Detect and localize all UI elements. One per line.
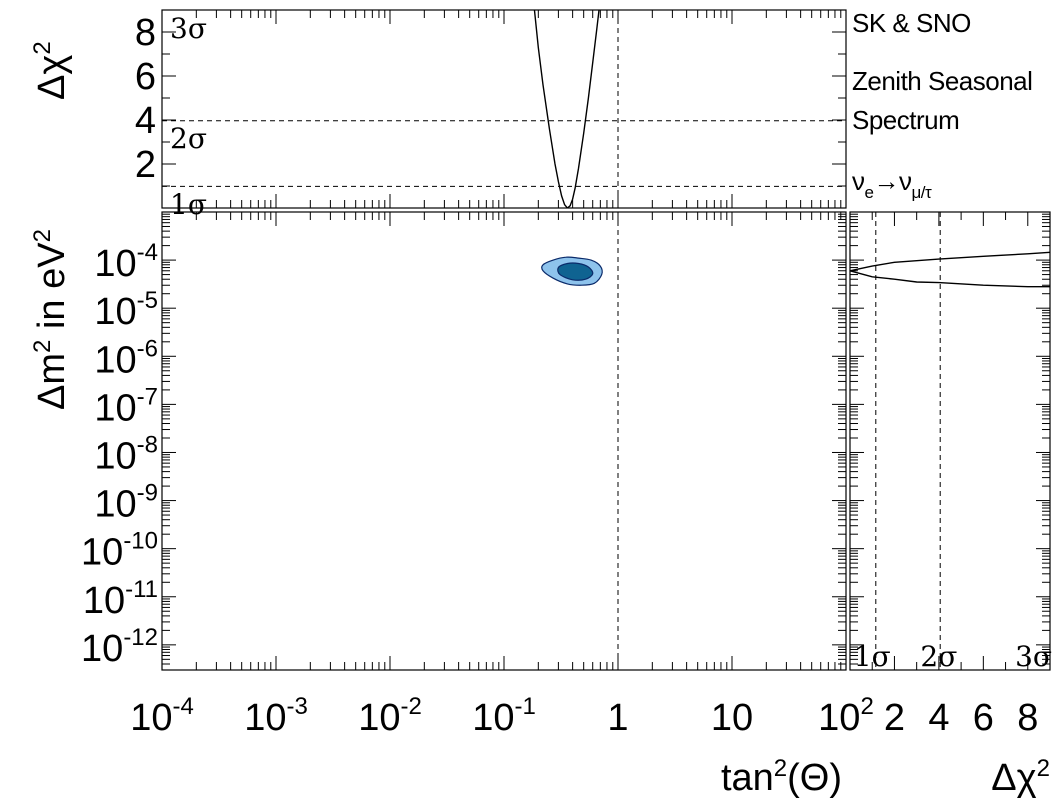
main-x-tick-label: 10-2 <box>358 693 422 739</box>
main-y-tick-label: 10-5 <box>94 287 158 333</box>
top-panel-frame <box>161 9 847 209</box>
top-sigma-label: 3σ <box>170 12 207 45</box>
main-x-tick-label: 10-1 <box>472 693 536 739</box>
main-x-axis-title: tan2(Θ) <box>721 755 842 799</box>
top-y-axis-title: Δχ2 <box>29 41 73 100</box>
main-panel: 10-410-510-610-710-810-910-1010-1110-12 … <box>29 211 874 799</box>
legend-line-1: SK & SNO <box>852 8 971 38</box>
right-sigma-label: 1σ <box>854 640 891 673</box>
top-y-tick-label: 4 <box>135 100 156 142</box>
right-x-tick-label: 6 <box>973 697 994 739</box>
right-dchi2-curve <box>849 270 1050 288</box>
top-sigma-label: 2σ <box>170 122 207 155</box>
top-dchi2-curve <box>533 10 600 208</box>
main-y-axis-title: Δm2 in eV2 <box>29 229 73 410</box>
right-panel-frame <box>849 211 1051 671</box>
main-y-tick-label: 10-10 <box>81 528 158 574</box>
top-sigma-label: 1σ <box>170 188 207 221</box>
legend: SK & SNO Zenith Seasonal Spectrum νe→νμ/… <box>852 8 1033 202</box>
right-x-tick-label: 8 <box>1017 697 1038 739</box>
main-x-tick-label: 10-4 <box>130 693 194 739</box>
main-x-tick-label: 10-3 <box>244 693 308 739</box>
main-y-tick-label: 10-8 <box>94 431 158 477</box>
main-y-tick-label: 10-4 <box>94 239 158 285</box>
right-x-tick-label: 4 <box>928 697 949 739</box>
legend-line-2: Zenith Seasonal <box>852 66 1032 96</box>
main-y-tick-label: 10-6 <box>94 335 158 381</box>
right-sigma-label: 2σ <box>920 640 957 673</box>
top-y-tick-label: 2 <box>135 144 156 186</box>
main-y-tick-label: 10-11 <box>83 576 158 622</box>
main-x-tick-label: 10 <box>711 697 753 739</box>
contour-inner <box>557 262 594 281</box>
legend-oscillation-channel: νe→νμ/τ <box>852 166 932 202</box>
legend-line-3: Spectrum <box>852 105 959 135</box>
main-y-tick-label: 10-7 <box>94 383 158 429</box>
main-panel-frame <box>161 211 847 671</box>
right-dchi2-curve <box>849 251 1051 272</box>
main-y-tick-label: 10-9 <box>94 480 158 526</box>
right-sigma-label: 3σ <box>1015 640 1052 673</box>
main-y-tick-label: 10-12 <box>81 624 158 670</box>
main-x-tick-label: 102 <box>818 693 874 739</box>
top-y-tick-label: 6 <box>135 56 156 98</box>
main-x-tick-label: 1 <box>607 697 628 739</box>
top-y-tick-label: 8 <box>135 12 156 54</box>
right-x-axis-title: Δχ2 <box>991 755 1050 799</box>
right-x-tick-label: 2 <box>884 697 905 739</box>
